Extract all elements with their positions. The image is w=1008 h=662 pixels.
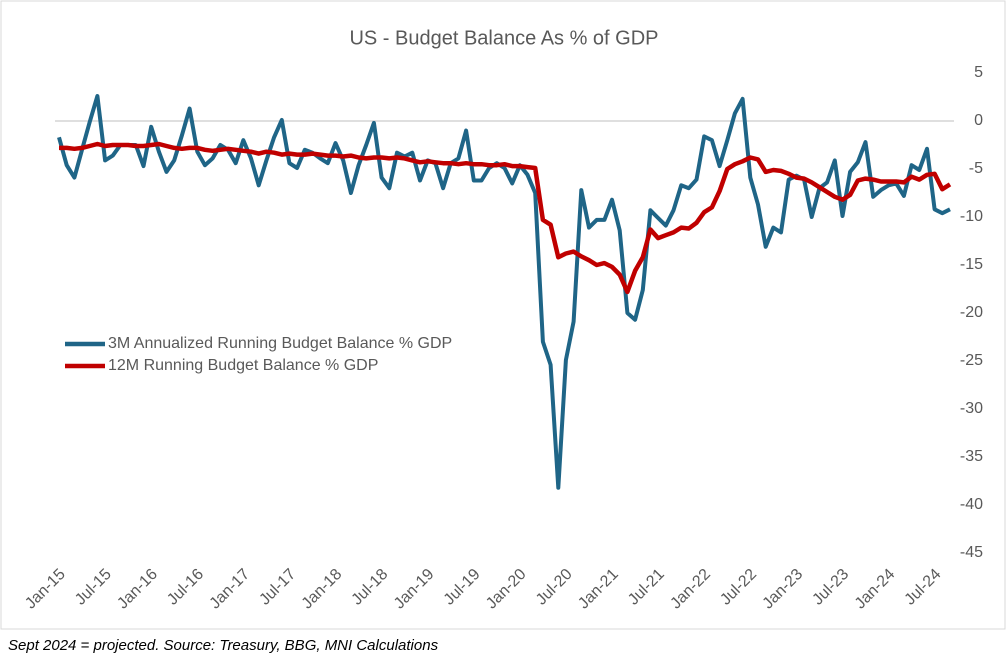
y-tick-label: -5	[969, 160, 983, 177]
footnote: Sept 2024 = projected. Source: Treasury,…	[8, 637, 439, 654]
y-tick-label: -45	[960, 544, 983, 561]
series-line	[59, 141, 952, 295]
chart-title: US - Budget Balance As % of GDP	[349, 27, 658, 49]
y-tick-label: -15	[960, 256, 983, 273]
y-tick-label: -10	[960, 208, 983, 225]
legend-label: 3M Annualized Running Budget Balance % G…	[108, 335, 452, 352]
y-tick-label: -30	[960, 400, 983, 417]
y-tick-label: -25	[960, 352, 983, 369]
y-tick-label: -35	[960, 448, 983, 465]
y-tick-label: -20	[960, 304, 983, 321]
legend-label: 12M Running Budget Balance % GDP	[108, 357, 378, 374]
y-tick-label: 0	[974, 112, 983, 129]
y-tick-label: -40	[960, 496, 983, 513]
y-tick-label: 5	[974, 64, 983, 81]
chart-frame	[0, 0, 1006, 630]
